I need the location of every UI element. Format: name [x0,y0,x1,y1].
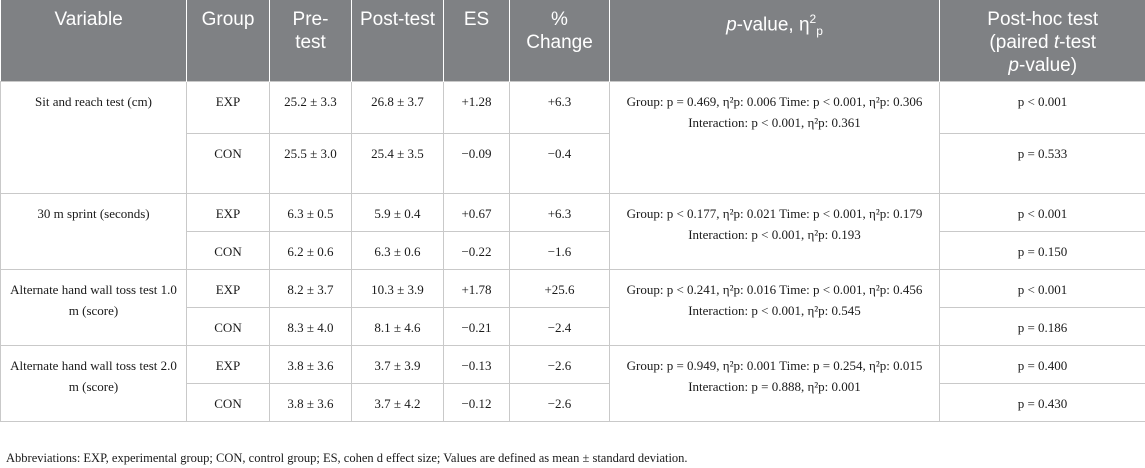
es-cell: −0.12 [443,383,510,422]
pre-cell: 8.3 ± 4.0 [269,307,352,346]
es-cell: +1.28 [443,81,510,134]
posthoc-cell: p < 0.001 [939,193,1145,232]
results-table: Variable Group Pre-test Post-test ES % C… [0,0,1145,422]
group-cell: CON [186,133,270,194]
table-footnote: Abbreviations: EXP, experimental group; … [6,451,688,465]
group-cell: EXP [186,345,270,384]
posthoc-cell: p = 0.150 [939,231,1145,270]
table-row: Sit and reach test (cm) EXP 25.2 ± 3.3 2… [0,81,1145,194]
post-cell: 26.8 ± 3.7 [351,81,444,134]
posthoc-cell: p < 0.001 [939,81,1145,134]
es-cell: −0.09 [443,133,510,194]
header-es: ES [443,0,510,82]
change-cell: −0.4 [509,133,610,194]
posthoc-cell: p < 0.001 [939,269,1145,308]
group-cell: EXP [186,81,270,134]
pre-cell: 6.2 ± 0.6 [269,231,352,270]
post-cell: 3.7 ± 3.9 [351,345,444,384]
change-cell: +6.3 [509,81,610,134]
variable-cell: Alternate hand wall toss test 1.0 m (sco… [0,269,187,346]
post-cell: 8.1 ± 4.6 [351,307,444,346]
post-cell: 6.3 ± 0.6 [351,231,444,270]
es-cell: −0.13 [443,345,510,384]
pre-cell: 8.2 ± 3.7 [269,269,352,308]
table-row: CON 25.5 ± 3.0 25.4 ± 3.5 −0.09 −0.4 p =… [1,133,1145,194]
es-cell: −0.21 [443,307,510,346]
change-cell: −2.4 [509,307,610,346]
header-p-value: p-value, η2p [609,0,940,82]
es-cell: +1.78 [443,269,510,308]
table-row: Alternate hand wall toss test 1.0 m (sco… [0,269,1145,346]
es-cell: −0.22 [443,231,510,270]
header-group: Group [186,0,270,82]
anova-cell: Group: p < 0.241, η²p: 0.016 Time: p < 0… [609,269,940,346]
change-cell: +25.6 [509,269,610,308]
posthoc-cell: p = 0.533 [939,133,1145,194]
anova-cell: Group: p = 0.949, η²p: 0.001 Time: p = 0… [609,345,940,422]
pre-cell: 25.5 ± 3.0 [269,133,352,194]
post-cell: 3.7 ± 4.2 [351,383,444,422]
group-cell: CON [186,307,270,346]
post-cell: 10.3 ± 3.9 [351,269,444,308]
group-cell: EXP [186,193,270,232]
pre-cell: 6.3 ± 0.5 [269,193,352,232]
pre-cell: 3.8 ± 3.6 [269,345,352,384]
change-cell: −2.6 [509,345,610,384]
variable-cell: Sit and reach test (cm) [0,81,187,194]
header-row: Variable Group Pre-test Post-test ES % C… [0,0,1145,82]
posthoc-cell: p = 0.400 [939,345,1145,384]
table-row: CON 8.3 ± 4.0 8.1 ± 4.6 −0.21 −2.4 p = 0… [1,307,1145,346]
change-cell: −1.6 [509,231,610,270]
pre-cell: 25.2 ± 3.3 [269,81,352,134]
table-row: CON 3.8 ± 3.6 3.7 ± 4.2 −0.12 −2.6 p = 0… [1,383,1145,422]
posthoc-cell: p = 0.186 [939,307,1145,346]
header-pre-test: Pre-test [269,0,352,82]
change-cell: +6.3 [509,193,610,232]
change-cell: −2.6 [509,383,610,422]
table-row: CON 6.2 ± 0.6 6.3 ± 0.6 −0.22 −1.6 p = 0… [1,231,1145,270]
variable-cell: 30 m sprint (seconds) [0,193,187,270]
group-cell: EXP [186,269,270,308]
es-cell: +0.67 [443,193,510,232]
group-cell: CON [186,231,270,270]
post-cell: 25.4 ± 3.5 [351,133,444,194]
group-cell: CON [186,383,270,422]
variable-cell: Alternate hand wall toss test 2.0 m (sco… [0,345,187,422]
post-cell: 5.9 ± 0.4 [351,193,444,232]
posthoc-cell: p = 0.430 [939,383,1145,422]
header-change: % Change [509,0,610,82]
table-row: Alternate hand wall toss test 2.0 m (sco… [0,345,1145,422]
anova-cell: Group: p = 0.469, η²p: 0.006 Time: p < 0… [609,81,940,194]
header-post-test: Post-test [351,0,444,82]
pre-cell: 3.8 ± 3.6 [269,383,352,422]
header-variable: Variable [0,0,187,82]
anova-cell: Group: p < 0.177, η²p: 0.021 Time: p < 0… [609,193,940,270]
header-post-hoc: Post-hoc test (paired t-test p-value) [939,0,1145,82]
table-row: 30 m sprint (seconds) EXP 6.3 ± 0.5 5.9 … [0,193,1145,270]
